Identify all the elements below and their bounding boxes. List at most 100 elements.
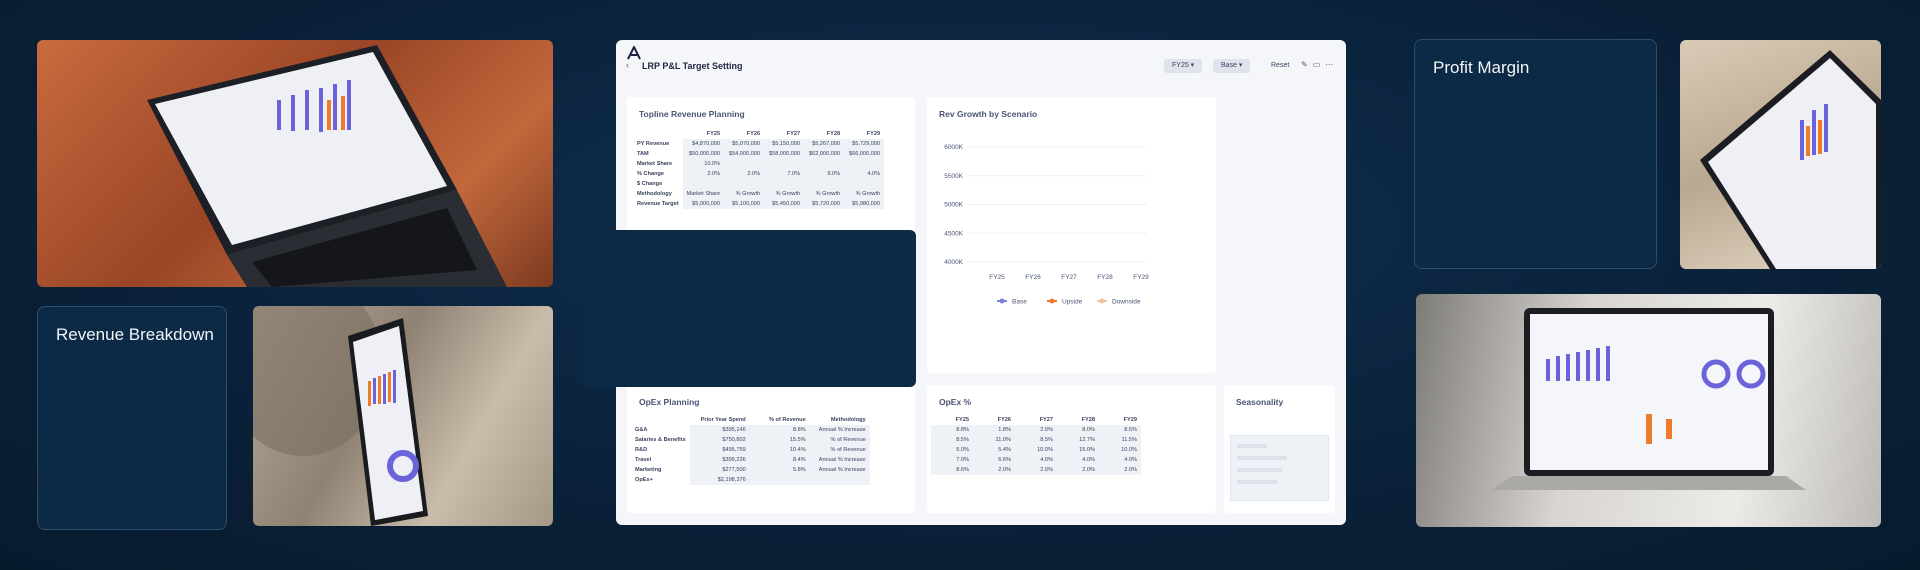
empty-panel [1224, 97, 1335, 373]
table-cell [844, 159, 885, 169]
laptop-illustration [1492, 308, 1806, 490]
table-cell: 4.0% [1015, 455, 1057, 465]
table-cell: 5.0% [931, 445, 973, 455]
table-cell: 11.0% [973, 435, 1015, 445]
table-row: 7.0% 6.6% 4.0% 4.0% 4.0% [931, 455, 1141, 465]
table-cell: 8.8% [931, 425, 973, 435]
table-row: Methodology Market Share% Growth% Growth%… [633, 189, 885, 199]
opex-planning-panel: OpEx Planning Prior Year Spend % of Reven… [627, 385, 915, 513]
table-cell: $4,870,000 [682, 139, 725, 149]
table-cell: 10.0% [682, 159, 725, 169]
scenario-select[interactable]: Base ▾ [1213, 59, 1251, 73]
opex-pct-table-wrap: FY25 FY26 FY27 FY28 FY29 8.8% 1.8% 2.0% 8.0% 8.5%… [931, 415, 1141, 475]
table-cell: 12.7% [1057, 435, 1099, 445]
tablet-illustration [1700, 50, 1881, 269]
table-cell: 8.5% [1015, 435, 1057, 445]
table-row: PY Revenue $4,870,000 $5,070,000 $5,150,000… [633, 139, 885, 149]
row-label: $ Change [637, 181, 663, 187]
card-title: Revenue Breakdown [56, 325, 214, 344]
table-cell: 7.0% [764, 169, 805, 179]
row-label: TAM [637, 151, 649, 157]
table-cell: 4.0% [1099, 455, 1141, 465]
table-cell [682, 179, 725, 189]
column-header: FY28 [1081, 417, 1095, 423]
table-cell: 5.4% [973, 445, 1015, 455]
row-label: Travel [635, 457, 652, 463]
x-tick-label: FY28 [1097, 274, 1113, 281]
table-cell: 2.0% [1057, 465, 1099, 475]
column-header: FY25 [955, 417, 969, 423]
table-cell: 5.8% [749, 465, 810, 475]
panel-title: OpEx Planning [639, 397, 700, 407]
row-label: Revenue Target [637, 201, 679, 207]
table-cell: 1.8% [973, 425, 1015, 435]
profit-margin-card[interactable]: Profit Margin [1414, 39, 1657, 269]
table-cell: 2.0% [724, 169, 765, 179]
table-cell: 9.0% [804, 169, 845, 179]
y-tick-label: 5500K [944, 173, 963, 180]
legend-label: Upside [1062, 299, 1083, 306]
table-row: TAM $50,000,000 $54,000,000 $58,000,000 $62,… [633, 149, 885, 159]
table-cell: $750,802 [689, 435, 750, 445]
table-cell: % of Revenue [809, 445, 870, 455]
table-cell: Annual % Increase [809, 425, 870, 435]
table-row: 8.6% 2.0% 2.0% 2.0% 2.0% [931, 465, 1141, 475]
x-tick-label: FY29 [1133, 274, 1149, 281]
overlay-block [583, 230, 916, 387]
y-tick-label: 5000K [944, 202, 963, 209]
legend-label: Downside [1112, 299, 1141, 306]
column-header: Methodology [830, 417, 866, 423]
row-label: Salaries & Benefits [635, 437, 686, 443]
reset-button[interactable]: Reset [1271, 62, 1290, 69]
row-label: G&A [635, 427, 648, 433]
page-title: LRP P&L Target Setting [642, 61, 743, 71]
skeleton [1230, 435, 1329, 501]
table-cell: 8.5% [1099, 425, 1141, 435]
column-header: FY29 [1123, 417, 1137, 423]
back-arrow[interactable]: ‹ [626, 60, 629, 70]
column-header: FY29 [866, 131, 881, 137]
phone-illustration [253, 306, 428, 526]
column-header: FY26 [997, 417, 1011, 423]
table-cell: 8.4% [749, 455, 810, 465]
topline-table-wrap: FY25 FY26 FY27 FY28 FY29 PY Revenue $4,870,000… [633, 129, 885, 209]
table-row: Market Share 10.0% [633, 159, 885, 169]
table-cell: 2.0% [1099, 465, 1141, 475]
label: FY25 [1172, 62, 1189, 69]
period-select[interactable]: FY25 ▾ [1164, 59, 1203, 73]
table-cell: $5,980,000 [844, 199, 885, 209]
table-row: Salaries & Benefits $750,802 15.5%% of Rev… [631, 435, 870, 445]
x-tick-label: FY26 [1025, 274, 1041, 281]
table-row: G&A $395,146 8.8% Annual % Increase [631, 425, 870, 435]
header-row: FY25 FY26 FY27 FY28 FY29 [633, 129, 884, 139]
photo-laptop-leather [37, 40, 553, 287]
photo-phone [253, 306, 553, 526]
row-label: Market Share [637, 161, 673, 167]
column-header: FY27 [1039, 417, 1053, 423]
column-header: Prior Year Spend [700, 417, 746, 423]
photo-tablet [1680, 40, 1881, 269]
column-header: FY26 [746, 131, 761, 137]
corner-cell [631, 415, 690, 425]
table-cell: % Growth [804, 189, 845, 199]
table-cell: 2.0% [682, 169, 725, 179]
toolbar-icons[interactable]: ✎▭⋯ [1301, 60, 1339, 69]
revenue-breakdown-card[interactable]: Revenue Breakdown [37, 306, 227, 530]
table-cell: 6.6% [973, 455, 1015, 465]
table-cell [764, 179, 805, 189]
row-label: Marketing [635, 467, 662, 473]
table-cell: 4.0% [1057, 455, 1099, 465]
table-row: Marketing $277,500 5.8% Annual % Increase [631, 465, 870, 475]
table-cell: $5,070,000 [724, 139, 765, 149]
y-tick-label: 4500K [944, 230, 963, 237]
column-header: FY27 [786, 131, 801, 137]
opex-pct-panel: OpEx % FY25 FY26 FY27 FY28 FY29 8.8% 1.8% 2.0% 8… [927, 385, 1216, 513]
legend-marker [999, 298, 1005, 304]
table-cell: Annual % Increase [809, 455, 870, 465]
table-cell: $5,150,000 [764, 139, 805, 149]
table-cell [749, 475, 810, 485]
table-cell [844, 179, 885, 189]
table-cell: 10.0% [1099, 445, 1141, 455]
table-cell: 2.0% [973, 465, 1015, 475]
table-cell: $58,000,000 [764, 149, 805, 159]
